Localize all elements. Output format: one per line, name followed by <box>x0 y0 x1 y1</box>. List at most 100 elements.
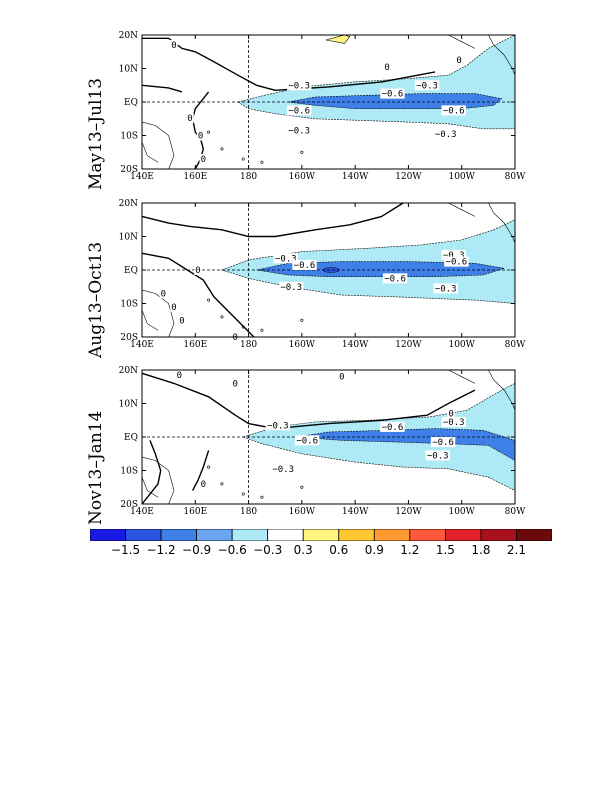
contour-label-0: 0 <box>339 373 344 383</box>
contour-label-bg <box>265 420 291 431</box>
colorbar-label: 2.1 <box>506 543 526 557</box>
coastline <box>141 121 175 170</box>
colorbar-swatch <box>302 529 340 541</box>
contour-label-0: 0 <box>171 303 176 313</box>
lon-tick-label: 160W <box>289 172 316 182</box>
anomaly-plus-0.3-area <box>325 34 351 44</box>
colorbar-swatch <box>444 529 482 541</box>
zero-contour <box>191 450 210 491</box>
lon-tick-label: 140E <box>130 507 154 517</box>
colorbar-label: −0.9 <box>182 543 212 557</box>
map-plot: 00000−0.3−0.3−0.3−0.3−0.6−0.6−0.620N10NE… <box>119 366 526 517</box>
colorbar-label: −1.5 <box>110 543 141 557</box>
contour-label-0: 0 <box>161 289 166 299</box>
contour-label-bg <box>430 437 456 448</box>
lat-tick-label: EQ <box>124 266 138 276</box>
colorbar-swatch <box>90 529 126 541</box>
contour-label-minus-0.6: −0.6 <box>288 106 310 116</box>
lon-tick-label: 120W <box>395 172 422 182</box>
contour-label-0: 0 <box>198 132 203 142</box>
contour-label-0: 0 <box>179 316 184 326</box>
lat-tick-label: 20S <box>120 333 138 343</box>
contour-label-bg <box>286 80 312 91</box>
zero-contour <box>141 440 162 505</box>
colorbar-swatch <box>231 529 269 541</box>
coastline <box>448 202 476 217</box>
contour-label-minus-0.3: −0.3 <box>272 465 294 475</box>
colorbar-label: 0.6 <box>329 543 349 557</box>
lon-tick-label: 180 <box>240 340 257 350</box>
zero-contour <box>141 84 183 93</box>
colorbar-swatch <box>125 529 162 541</box>
contour-label-minus-0.6: −0.6 <box>443 106 465 116</box>
colorbar-label: −1.2 <box>146 543 176 557</box>
contour-label-bg <box>279 281 304 292</box>
island <box>220 315 224 319</box>
island <box>260 160 264 164</box>
lon-tick-label: 160W <box>289 340 316 350</box>
contour-label-bg <box>433 128 458 139</box>
coastline <box>488 369 516 411</box>
lat-tick-label: 20S <box>120 500 138 510</box>
lon-tick-label: 120W <box>395 507 422 517</box>
contour-label-0: 0 <box>456 56 461 66</box>
lon-tick-label: 160W <box>289 507 316 517</box>
contour-label-minus-0.3: −0.3 <box>443 251 465 261</box>
lon-tick-label: 80W <box>505 340 526 350</box>
contour-label-bg <box>447 408 455 419</box>
lon-tick-label: 180 <box>240 507 257 517</box>
contour-label-0: 0 <box>201 480 206 490</box>
contour-label-bg <box>441 105 466 116</box>
colorbar-label: 1.8 <box>471 543 491 557</box>
contour-label-bg <box>273 253 299 264</box>
colorbar-label: 0.9 <box>364 543 384 557</box>
lat-tick-label: 10S <box>120 467 138 477</box>
contour-label-bg <box>380 421 405 432</box>
contour-label-bg <box>383 61 391 72</box>
lon-tick-label: 140E <box>130 340 154 350</box>
contour-label-minus-0.3: −0.3 <box>267 421 289 431</box>
contour-label-0: 0 <box>195 266 200 276</box>
island <box>241 325 245 329</box>
lat-tick-label: 20N <box>119 31 138 41</box>
map-panel-3: Nov13–Jan14 0 0 0 0 0 −0.3 −0.3 −0.3 −0.3 −0.6 −0.… <box>0 365 600 525</box>
contour-label-bg <box>196 130 205 141</box>
lon-tick-label: 100W <box>448 172 475 182</box>
colorbar-swatch <box>160 529 198 541</box>
colorbar-label: −0.3 <box>253 543 283 557</box>
contour-label-minus-0.6: −0.6 <box>446 258 468 268</box>
contour-label-bg <box>175 370 184 381</box>
contour-label-0: 0 <box>448 410 453 420</box>
colorbar-swatch <box>267 529 304 541</box>
contour-label-minus-0.3: −0.3 <box>435 130 457 140</box>
contour-label-minus-0.3: −0.3 <box>288 126 310 136</box>
colorbar-label: 1.5 <box>435 543 455 557</box>
lat-tick-label: 20N <box>119 366 138 376</box>
coastline <box>488 202 516 244</box>
contour-label-0: 0 <box>384 63 389 73</box>
lat-tick-label: 10N <box>119 65 138 75</box>
lon-tick-label: 160E <box>183 340 207 350</box>
contour-label-bg <box>444 256 469 267</box>
contour-label-0: 0 <box>177 371 182 381</box>
lon-tick-label: 100W <box>448 507 475 517</box>
colorbar-label: −0.6 <box>217 543 247 557</box>
contour-label-bg <box>199 153 208 164</box>
island <box>207 130 211 134</box>
island <box>260 495 264 499</box>
lon-tick-label: 140W <box>342 340 369 350</box>
coastline <box>141 142 159 163</box>
contour-label-minus-0.3: −0.3 <box>280 283 302 293</box>
contour-label-bg <box>441 416 466 427</box>
zero-contour <box>141 202 404 238</box>
lon-tick-label: 80W <box>505 172 526 182</box>
contour-label-minus-0.6: −0.6 <box>382 90 404 100</box>
island <box>207 298 211 302</box>
contour-label-minus-0.6: −0.6 <box>382 423 404 433</box>
lat-tick-label: 10S <box>120 132 138 142</box>
contour-label-bg <box>286 125 312 136</box>
contour-label-bg <box>159 288 168 299</box>
coastline <box>141 477 159 498</box>
zero-contour <box>141 252 255 338</box>
contour-label-bg <box>286 105 312 116</box>
